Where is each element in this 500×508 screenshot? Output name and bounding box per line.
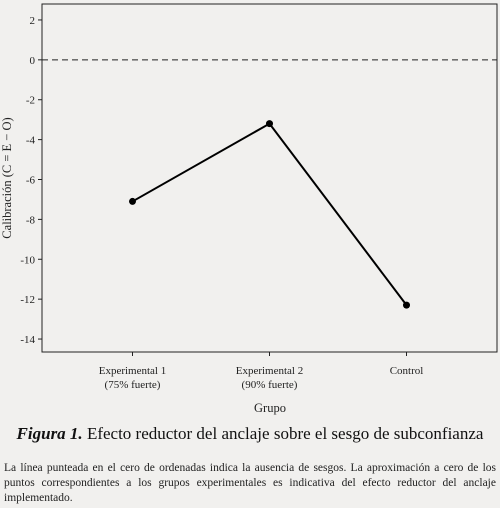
y-tick-label: -4 (26, 135, 36, 147)
x-tick-label: Experimental 2 (90% fuerte) (236, 365, 304, 391)
y-tick-label: 2 (30, 15, 36, 27)
chart: Grupo Calibración (C = E − O) 2 0 -2 -4 -6 -8… (0, 3, 498, 415)
y-tick-label: -8 (26, 214, 36, 226)
caption-label: Figura 1. (16, 424, 83, 443)
y-tick-label: -12 (20, 294, 35, 306)
y-axis-label: Calibración (C = E − O) (0, 117, 14, 238)
data-point (266, 120, 273, 128)
y-tick-label: -14 (20, 334, 35, 346)
caption-note: La línea punteada en el cero de ordenada… (4, 462, 496, 504)
y-tick-label: -10 (20, 254, 35, 266)
y-tick-label: -2 (26, 95, 35, 107)
x-tick-label: Control (390, 365, 424, 377)
plot-frame (41, 3, 498, 353)
caption-title: Efecto reductor del anclaje sobre el ses… (86, 424, 484, 443)
caption: Figura 1. Efecto reductor del anclaje so… (0, 424, 500, 444)
y-tick-label: -6 (26, 174, 36, 186)
data-point (403, 301, 410, 309)
data-point (129, 197, 136, 205)
data-line (132, 122, 408, 306)
y-tick-label: 0 (30, 55, 36, 67)
x-tick-label: Experimental 1 (75% fuerte) (99, 365, 167, 391)
x-axis-label: Grupo (254, 401, 286, 415)
